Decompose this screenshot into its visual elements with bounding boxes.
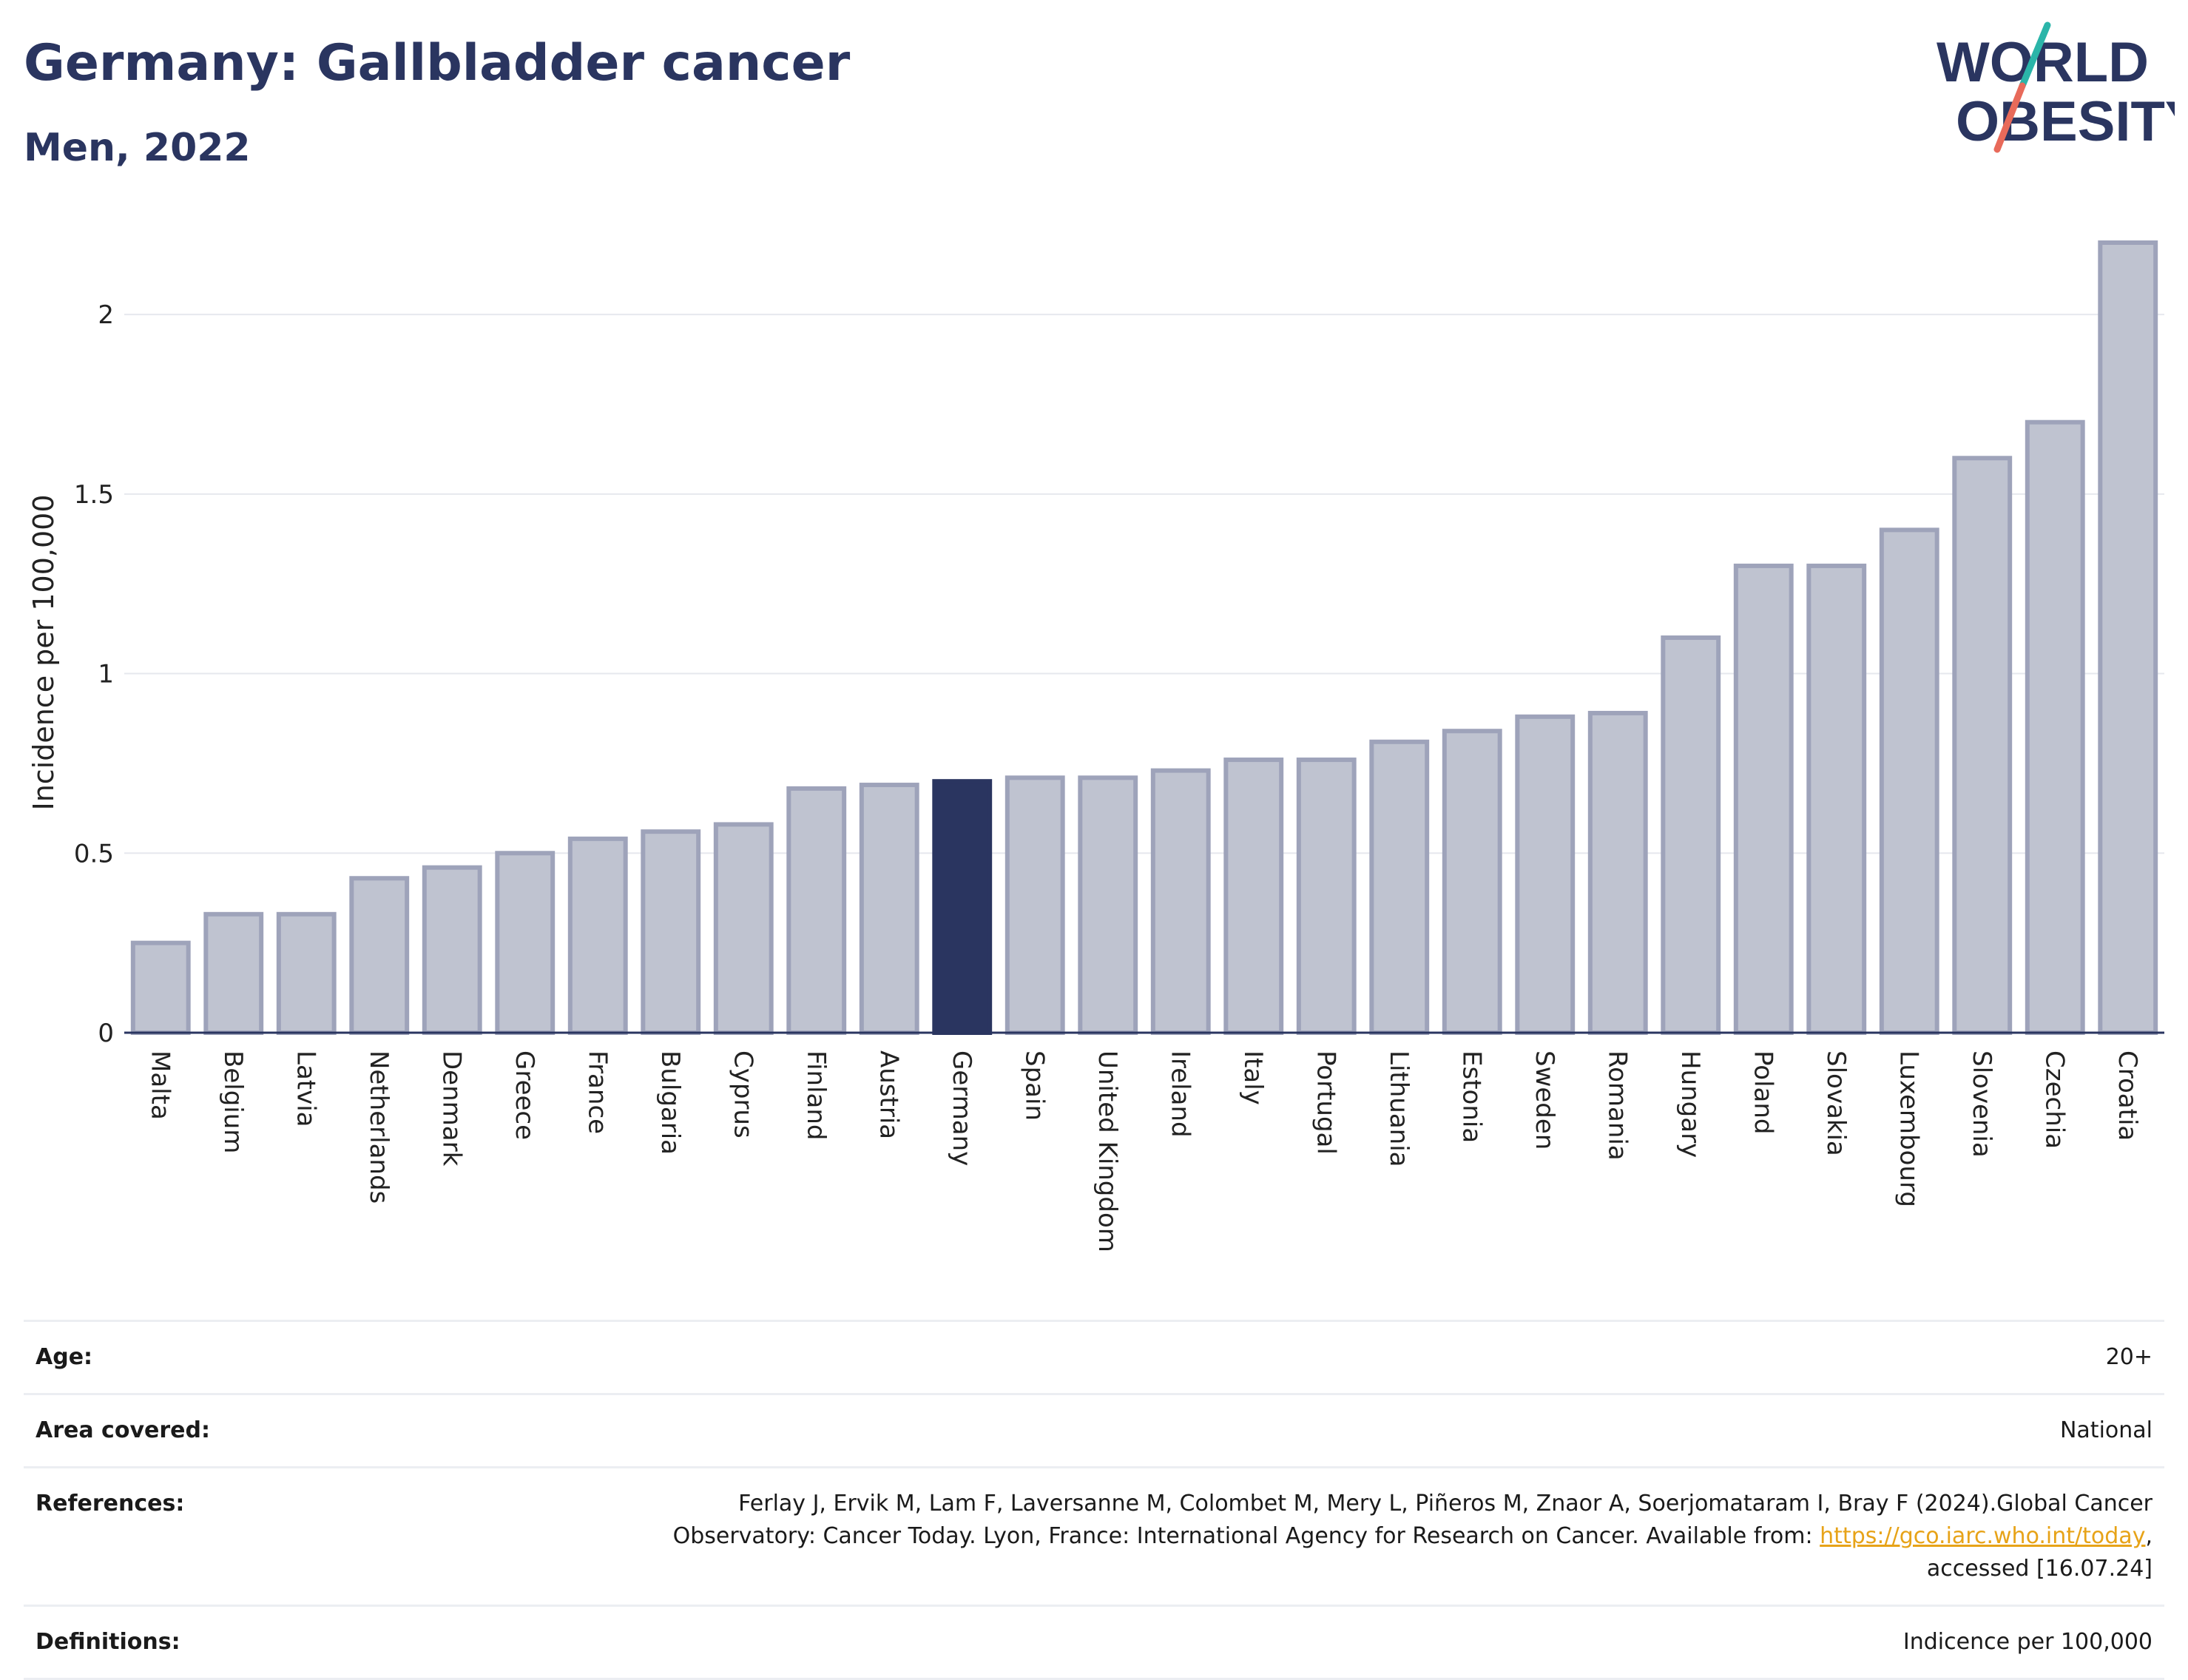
bar-chart: 0 0.5 1 1.5 2 Incidence per 100,000 Malta Belgi… (27, 240, 2164, 1252)
chart-title: Germany: Gallbladder cancer (24, 34, 851, 92)
bar (1004, 775, 1065, 1035)
x-tick-label: Luxembourg (1894, 1050, 1923, 1207)
x-tick-label: Greece (510, 1050, 539, 1140)
x-tick-label: Germany (947, 1050, 976, 1166)
bar (349, 876, 410, 1035)
x-tick-label: Italy (1238, 1050, 1268, 1105)
x-tick-label: Belgium (218, 1050, 248, 1153)
bar (276, 911, 337, 1036)
reference-line3: accessed [16.07.24] (1926, 1556, 2152, 1582)
x-tick-label: Portugal (1311, 1050, 1340, 1155)
bar (1150, 768, 1211, 1035)
info-label-area: Area covered: (24, 1393, 506, 1468)
bar (641, 829, 701, 1036)
info-row-references: References: Ferlay J, Ervik M, Lam F, La… (24, 1466, 2164, 1607)
info-row-area: Area covered: National (24, 1393, 2164, 1468)
x-tick-label: Austria (874, 1050, 903, 1139)
logo-slash-top (2019, 21, 2051, 90)
info-row-age: Age: 20+ (24, 1320, 2164, 1395)
reference-line1: Ferlay J, Ervik M, Lam F, Laversanne M, … (738, 1491, 2152, 1517)
bar (1952, 456, 2013, 1035)
bar (713, 822, 774, 1036)
logo-slash-bottom (1993, 82, 2026, 153)
bar (1733, 563, 1794, 1035)
bar (2025, 419, 2085, 1035)
x-tick-label: France (582, 1050, 612, 1134)
info-value-references: Ferlay J, Ervik M, Lam F, Laversanne M, … (506, 1466, 2164, 1607)
y-tick-label: 1 (98, 660, 114, 689)
bar (932, 779, 993, 1035)
x-tick-label: Estonia (1456, 1050, 1486, 1143)
info-label-definitions: Definitions: (24, 1605, 506, 1680)
bar (1369, 739, 1430, 1035)
x-tick-label: Malta (145, 1050, 175, 1120)
info-label-age: Age: (24, 1320, 506, 1395)
x-tick-label: Croatia (2113, 1050, 2142, 1141)
x-tick-label: Netherlands (364, 1050, 394, 1204)
x-tick-label: United Kingdom (1093, 1050, 1122, 1252)
x-tick-label: Lithuania (1384, 1050, 1414, 1167)
info-value-area: National (506, 1393, 2164, 1468)
x-tick-label: Finland (801, 1050, 831, 1141)
info-label-references: References: (24, 1466, 506, 1607)
bar (422, 865, 482, 1036)
y-tick-label: 0 (98, 1019, 114, 1048)
x-tick-label: Sweden (1530, 1050, 1559, 1150)
x-tick-label: Hungary (1675, 1050, 1705, 1158)
x-tick-label: Poland (1748, 1050, 1777, 1135)
bar (1078, 775, 1138, 1035)
y-tick-label: 1.5 (74, 480, 114, 510)
bar (130, 940, 191, 1035)
x-tick-label: Latvia (291, 1050, 320, 1127)
bar (1806, 563, 1867, 1035)
y-tick-label: 2 (98, 300, 114, 330)
bar (1515, 714, 1576, 1035)
bar (786, 786, 847, 1035)
x-tick-label: Ireland (1165, 1050, 1195, 1138)
x-tick-label: Romania (1602, 1050, 1632, 1161)
x-tick-label: Cyprus (728, 1050, 757, 1138)
x-tick-label: Denmark (436, 1050, 466, 1167)
bar (1223, 758, 1284, 1036)
y-axis-title: Incidence per 100,000 (27, 494, 60, 810)
chart-subtitle: Men, 2022 (24, 126, 251, 170)
bar (567, 836, 628, 1035)
bar (203, 911, 264, 1036)
bar (859, 783, 919, 1035)
bar (1296, 758, 1357, 1036)
x-tick-label: Slovakia (1821, 1050, 1851, 1156)
logo-line2: OBESITY (1956, 90, 2175, 153)
reference-link[interactable]: https://gco.iarc.who.int/today (1820, 1523, 2146, 1549)
reference-comma: , (2145, 1523, 2152, 1549)
bar (495, 851, 556, 1035)
world-obesity-logo: WORLD OBESITY (1937, 21, 2175, 153)
bar (1879, 527, 1939, 1035)
x-tick-label: Czechia (2039, 1050, 2069, 1149)
info-table: Age: 20+ Area covered: National Referenc… (24, 1320, 2164, 1680)
bar (1587, 710, 1648, 1035)
bar (2098, 240, 2158, 1035)
x-tick-label: Slovenia (1967, 1050, 1996, 1158)
info-value-age: 20+ (506, 1320, 2164, 1395)
bar (1442, 729, 1502, 1036)
y-tick-label: 0.5 (74, 839, 114, 868)
bar (1661, 635, 1721, 1035)
x-tick-label: Spain (1019, 1050, 1049, 1121)
reference-line2: Observatory: Cancer Today. Lyon, France:… (672, 1523, 1820, 1549)
x-tick-label: Bulgaria (655, 1050, 685, 1155)
